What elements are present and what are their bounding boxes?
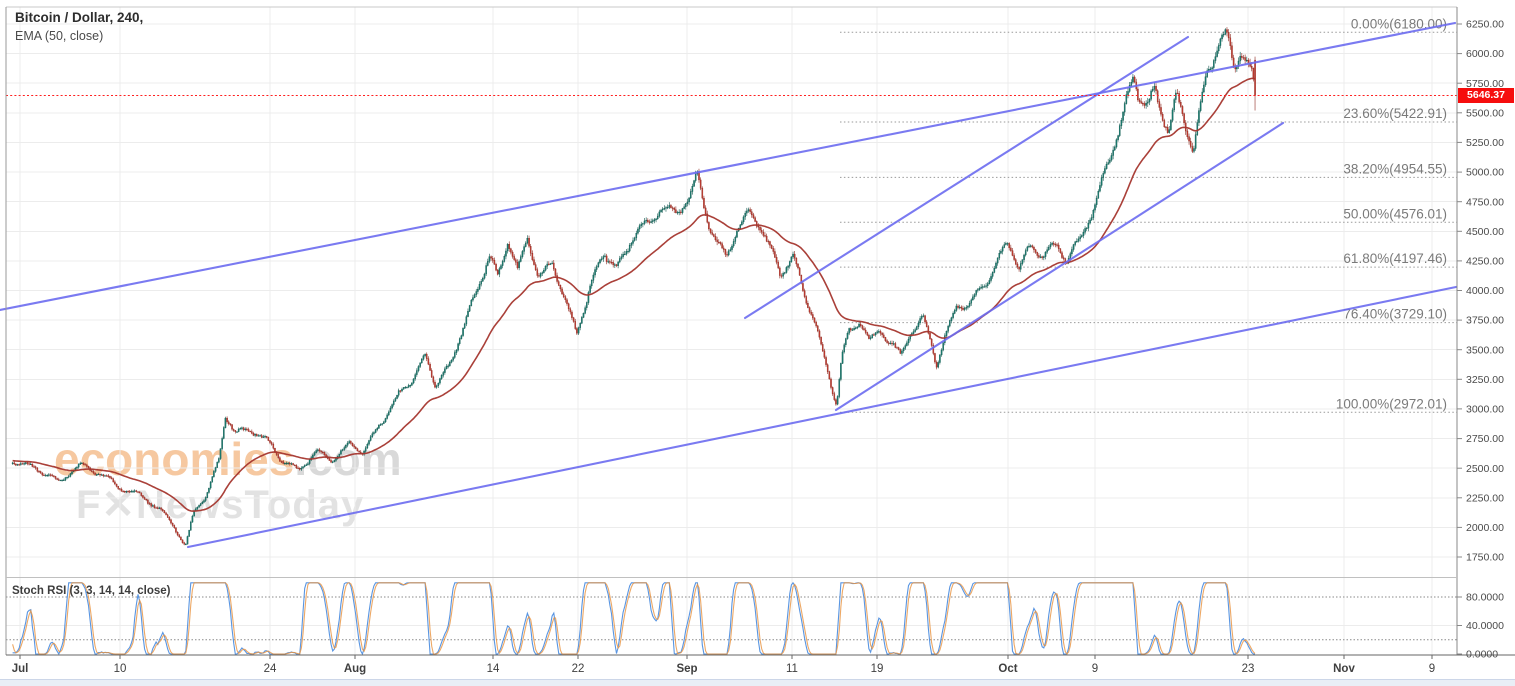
price-tick-label: 4250.00 <box>1466 256 1504 268</box>
trendline <box>834 121 1285 412</box>
fib-level-label[interactable]: 100.00%(2972.01) <box>1336 396 1447 411</box>
price-tick-label: 5000.00 <box>1466 167 1504 179</box>
price-tick-label: 3500.00 <box>1466 344 1504 356</box>
price-tick-label: 2750.00 <box>1466 433 1504 445</box>
chart-legend: Bitcoin / Dollar, 240, EMA (50, close) <box>15 10 143 45</box>
time-tick-label: 10 <box>114 663 127 675</box>
price-tick-label: 6250.00 <box>1466 19 1504 31</box>
trendline <box>743 35 1190 320</box>
price-tick-label: 3250.00 <box>1466 374 1504 386</box>
time-tick-label: 11 <box>786 663 798 675</box>
price-tick-label: 4750.00 <box>1466 196 1504 208</box>
price-axis[interactable]: 6250.00 6000.00 5750.00 5500.00 5250.00 5000.… <box>1457 19 1504 661</box>
bottom-strip <box>0 679 1515 686</box>
time-tick-label: 14 <box>487 663 500 675</box>
price-tick-label: 2500.00 <box>1466 463 1504 475</box>
fib-level-label[interactable]: 50.00%(4576.01) <box>1343 206 1447 221</box>
time-tick-label: Oct <box>998 663 1017 675</box>
time-tick-label: 19 <box>871 663 884 675</box>
time-tick-label: Nov <box>1333 663 1355 675</box>
fib-level-label[interactable]: 23.60%(5422.91) <box>1343 106 1447 121</box>
time-tick-label: Sep <box>676 663 697 675</box>
symbol-title[interactable]: Bitcoin / Dollar, 240, <box>15 10 144 25</box>
time-tick-label: 23 <box>1242 663 1255 675</box>
price-tick-label: 2000.00 <box>1466 522 1504 534</box>
time-tick-label: 24 <box>264 663 277 675</box>
stoch-rsi-label[interactable]: Stoch RSI (3, 3, 14, 14, close) <box>12 585 171 597</box>
fib-retracement[interactable]: 0.00%(6180.00) 23.60%(5422.91) 38.20%(4954… <box>840 16 1457 413</box>
last-price-tag: 5646.37 <box>1458 88 1514 103</box>
stoch-k-line <box>12 581 1255 656</box>
time-tick-label: Jul <box>12 663 29 675</box>
ema-line <box>12 77 1256 512</box>
fib-level-label[interactable]: 61.80%(4197.46) <box>1343 251 1447 266</box>
price-tick-label: 3000.00 <box>1466 404 1504 416</box>
price-tick-label: 5750.00 <box>1466 78 1504 90</box>
trendline <box>0 21 1457 312</box>
stoch-tick-label: 80.0000 <box>1466 592 1504 604</box>
price-tick-label: 6000.00 <box>1466 48 1504 60</box>
time-axis[interactable]: Jul 10 24 Aug 14 22 Sep 11 19 Oct 9 23 Nov 9 <box>12 655 1436 675</box>
stoch-tick-label: 0.0000 <box>1466 649 1498 661</box>
trendline <box>186 285 1458 549</box>
time-tick-label: Aug <box>344 663 366 675</box>
fib-level-label[interactable]: 76.40%(3729.10) <box>1343 307 1447 322</box>
gridlines <box>6 7 1457 655</box>
time-tick-label: 22 <box>572 663 585 675</box>
pane-frame <box>5 6 1515 656</box>
price-tick-label: 1750.00 <box>1466 552 1504 564</box>
price-tick-label: 5500.00 <box>1466 107 1504 119</box>
trendlines[interactable] <box>0 21 1458 549</box>
price-tick-label: 4000.00 <box>1466 285 1504 297</box>
candlesticks <box>11 27 1256 546</box>
price-tick-label: 4500.00 <box>1466 226 1504 238</box>
stoch-d-line <box>12 582 1256 655</box>
stoch-tick-label: 40.0000 <box>1466 620 1504 632</box>
price-tick-label: 5250.00 <box>1466 137 1504 149</box>
price-tick-label: 3750.00 <box>1466 315 1504 327</box>
stoch-rsi-pane[interactable] <box>6 581 1457 656</box>
fib-level-label[interactable]: 38.20%(4954.55) <box>1343 161 1447 176</box>
ema-indicator-title[interactable]: EMA (50, close) <box>15 28 104 43</box>
time-tick-label: 9 <box>1429 663 1435 675</box>
fib-level-label[interactable]: 0.00%(6180.00) <box>1351 16 1447 31</box>
price-tick-label: 2250.00 <box>1466 492 1504 504</box>
time-tick-label: 9 <box>1092 663 1098 675</box>
